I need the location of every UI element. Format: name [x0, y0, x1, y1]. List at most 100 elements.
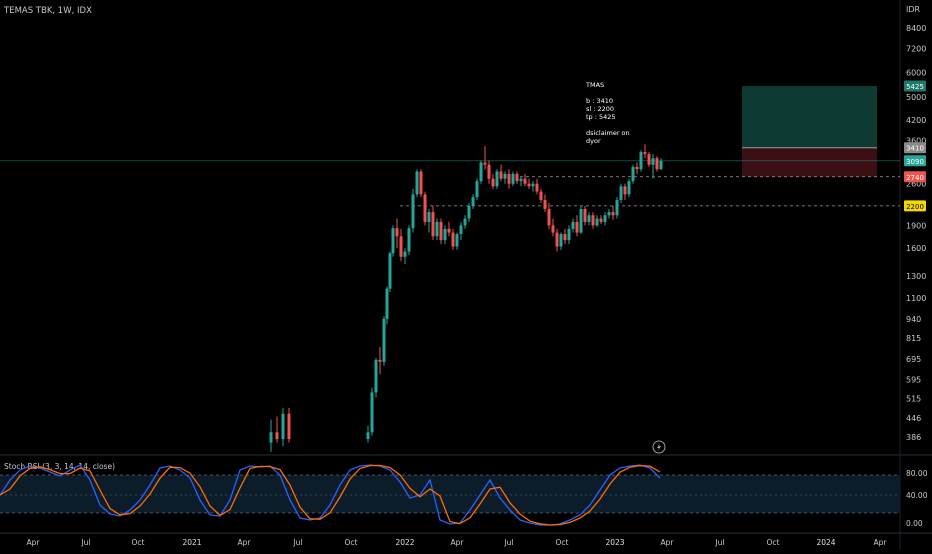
candle-body-down: [643, 152, 647, 155]
time-axis-label: Jul: [714, 538, 724, 547]
price-axis-tick: 446: [906, 414, 921, 423]
time-axis-label: Apr: [27, 538, 41, 547]
annotation-line: b : 3410: [586, 97, 613, 105]
candle-body-up: [415, 171, 419, 195]
candle-body-up: [495, 171, 499, 187]
price-badge: [904, 142, 926, 154]
candle-body-up: [559, 234, 563, 247]
lightning-icon-glyph: [657, 443, 661, 451]
candle-body-down: [547, 208, 551, 226]
candle-body-up: [595, 218, 599, 226]
candle-body-down: [483, 162, 487, 165]
candle-body-down: [591, 215, 595, 226]
candle-body-down: [423, 194, 427, 222]
candle-body-up: [639, 152, 643, 170]
candle-body-up: [403, 251, 407, 257]
price-axis-tick: 1600: [906, 244, 926, 253]
candle-body-down: [499, 171, 503, 179]
price-axis-tick: 1100: [906, 294, 926, 303]
price-axis-tick: 5000: [906, 93, 926, 102]
candle-body-down: [431, 212, 435, 237]
candle-body-down: [539, 191, 543, 201]
price-badge-label: 5425: [906, 83, 924, 91]
price-axis-tick: 6000: [906, 69, 926, 78]
price-badge: [904, 155, 926, 167]
time-axis-label: Jul: [503, 538, 513, 547]
candle-body-down: [599, 218, 603, 222]
price-axis-currency: IDR: [906, 5, 921, 14]
candle-body-down: [447, 228, 451, 233]
candle-body-down: [275, 432, 279, 440]
candle-body-down: [287, 413, 291, 440]
candle-body-up: [627, 181, 631, 195]
annotation-line: dyor: [586, 137, 601, 145]
candle-body-up: [603, 215, 607, 222]
candle-body-down: [419, 171, 423, 195]
price-badge-label: 3410: [906, 145, 924, 153]
time-axis-label: Oct: [345, 538, 358, 547]
stoch-axis-tick: 0.00: [906, 519, 923, 528]
candle-body-up: [511, 173, 515, 184]
time-axis-label: 2023: [605, 538, 624, 547]
candle-body-up: [443, 228, 447, 241]
price-axis-tick: 695: [906, 355, 921, 364]
candle-body-down: [555, 232, 559, 247]
time-axis-label: Apr: [238, 538, 252, 547]
price-axis-tick: 515: [906, 395, 921, 404]
candle-body-up: [579, 208, 583, 233]
time-axis-label: Jul: [292, 538, 302, 547]
price-axis-tick: 940: [906, 315, 921, 324]
lightning-icon[interactable]: [652, 440, 666, 454]
candle-body-down: [491, 178, 495, 187]
candle-body-down: [655, 158, 659, 170]
candle-body-up: [503, 173, 507, 179]
candle-body-up: [467, 205, 471, 219]
candle-body-up: [571, 221, 575, 229]
candle-body-up: [388, 253, 392, 289]
candle-body-down: [507, 173, 511, 184]
candle-body-up: [519, 178, 523, 182]
candle-body-up: [659, 160, 663, 170]
price-badge: [904, 171, 926, 183]
candle-body-up: [455, 234, 459, 247]
price-axis-tick: 7200: [906, 44, 926, 53]
candle-body-down: [583, 208, 587, 222]
candle-body-down: [395, 228, 399, 237]
candle-body-down: [635, 166, 639, 170]
price-badge-label: 3090: [906, 158, 924, 166]
candle-body-up: [407, 228, 411, 252]
price-axis-tick: 815: [906, 334, 921, 343]
candle-body-up: [567, 228, 571, 241]
price-axis-tick: 3600: [906, 137, 926, 146]
time-axis-label: 2022: [395, 538, 414, 547]
candle-body-up: [615, 200, 619, 216]
take-profit-zone: [742, 86, 877, 148]
price-badge: [904, 80, 926, 92]
stoch-axis-tick: 40.00: [906, 491, 928, 500]
candle-body-up: [619, 186, 623, 201]
candle-body-up: [281, 413, 285, 440]
time-axis-label: Apr: [661, 538, 675, 547]
price-axis-tick: 1300: [906, 272, 926, 281]
annotation-line: sl : 2200: [586, 105, 614, 113]
candle-body-up: [587, 215, 591, 222]
time-axis-label: Oct: [767, 538, 780, 547]
candle-body-up: [631, 166, 635, 182]
candle-body-down: [487, 164, 491, 179]
candle-body-down: [575, 221, 579, 233]
candle-body-down: [527, 183, 531, 187]
candle-body-up: [435, 221, 439, 237]
candle-body-up: [411, 194, 415, 229]
price-axis-tick: 4200: [906, 116, 926, 125]
candle-body-down: [535, 183, 539, 192]
candle-body-up: [459, 225, 463, 235]
price-badge-label: 2740: [906, 174, 924, 182]
candle-body-up: [427, 212, 431, 222]
time-axis-label: Apr: [874, 538, 888, 547]
candle-body-down: [399, 236, 403, 257]
candle-body-up: [531, 183, 535, 187]
price-badge-label: 2200: [906, 203, 924, 211]
time-axis-label: Jul: [80, 538, 90, 547]
stoch-rsi-band: [0, 475, 900, 513]
